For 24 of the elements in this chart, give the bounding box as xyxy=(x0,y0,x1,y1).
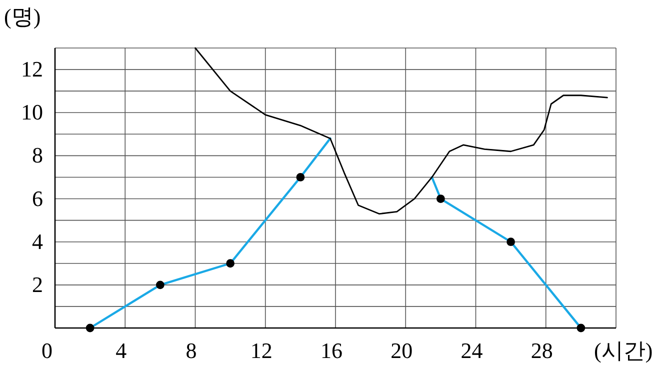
x-tick-label: 4 xyxy=(116,338,127,363)
y-tick-label: 8 xyxy=(32,142,43,168)
point xyxy=(86,324,94,332)
x-tick-label: 8 xyxy=(186,338,197,363)
x-tick-label: 24 xyxy=(460,338,483,363)
y-axis-title: (명) xyxy=(4,4,41,29)
y-tick-label: 4 xyxy=(32,228,43,254)
x-tick-label: 12 xyxy=(250,338,272,363)
x-tick-label: 16 xyxy=(320,338,342,363)
y-tick-label: 2 xyxy=(32,272,43,297)
x-tick-label: 28 xyxy=(530,338,553,363)
point xyxy=(156,280,164,290)
point xyxy=(226,259,235,268)
y-tick-label: 6 xyxy=(32,186,43,211)
point xyxy=(576,324,586,332)
x-tick-label: 0 xyxy=(42,338,52,363)
x-tick-label: 20 xyxy=(390,338,413,363)
point xyxy=(296,173,305,182)
line-series xyxy=(194,47,608,215)
y-tick-label: 10 xyxy=(21,100,43,125)
x-axis-title: (시간) xyxy=(594,338,653,363)
point xyxy=(436,194,445,203)
y-tick-label: 12 xyxy=(21,56,43,82)
point xyxy=(506,238,516,246)
